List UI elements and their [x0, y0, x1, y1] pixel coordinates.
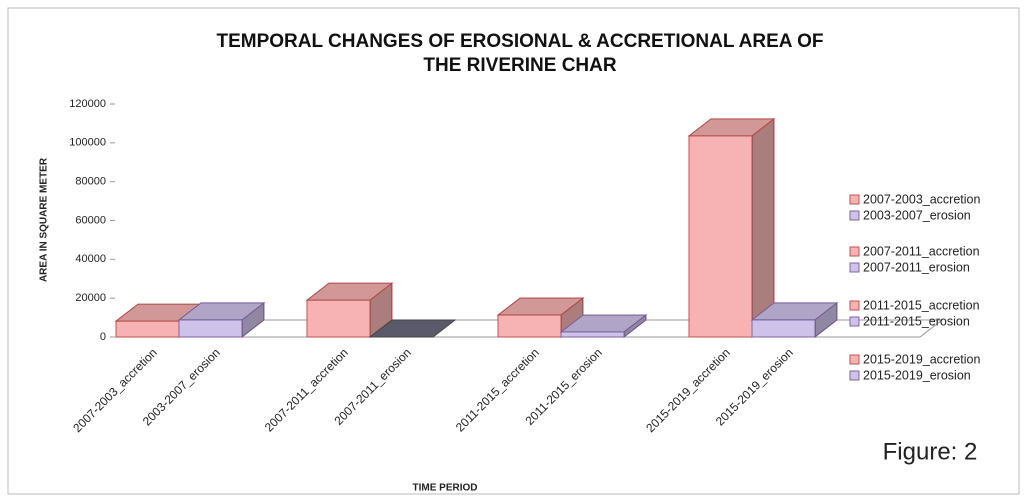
bar-top — [687, 118, 776, 137]
bar-top — [559, 314, 648, 333]
bar-top-shade — [116, 304, 201, 322]
x-axis-label: TIME PERIOD — [412, 483, 477, 494]
y-axis-label: AREA IN SQUARE METER — [39, 157, 50, 282]
bar-shade — [815, 302, 837, 337]
bar-top-shade — [498, 298, 583, 316]
bar — [751, 319, 816, 338]
legend-swatch — [849, 316, 860, 327]
legend-label: 2007-2011_accretion — [863, 244, 980, 258]
legend-swatch — [849, 370, 860, 381]
bar — [560, 331, 625, 338]
annotation: Figure: 2 — [883, 438, 978, 465]
bar — [115, 320, 180, 338]
legend-swatch — [849, 246, 860, 257]
bar-top-shade — [689, 118, 774, 136]
bar-top — [177, 302, 266, 321]
bar — [497, 314, 562, 338]
bar-shade — [752, 118, 774, 338]
bar-top — [750, 302, 839, 321]
bar-shade — [242, 302, 264, 337]
legend-swatch — [849, 262, 860, 273]
y-tick-label: 60000 — [75, 214, 106, 226]
legend-label: 2011-2015_accretion — [863, 298, 980, 312]
bar-top — [496, 297, 585, 316]
legend-label: 2015-2019_erosion — [863, 368, 971, 382]
legend-swatch — [849, 210, 860, 221]
bar-shade — [370, 283, 392, 337]
legend-swatch — [849, 300, 860, 311]
bar-top-shade — [561, 314, 646, 332]
bar-top-shade — [752, 302, 837, 320]
legend-label: 2011-2015_erosion — [863, 314, 970, 328]
bar-top-shade — [307, 283, 392, 301]
bar-top-shade — [179, 302, 264, 320]
bar — [368, 319, 457, 338]
y-tick-label: 100000 — [69, 137, 106, 149]
bar — [178, 319, 243, 338]
bar-shade — [624, 314, 646, 337]
legend-swatch — [849, 354, 860, 365]
legend-swatch — [849, 194, 860, 205]
legend-label: 2003-2007_erosion — [863, 208, 971, 222]
bar — [688, 135, 753, 338]
y-tick-label: 40000 — [75, 253, 106, 265]
legend-label: 2015-2019_accretion — [863, 352, 980, 366]
chart-title: TEMPORAL CHANGES OF EROSIONAL & ACCRETIO… — [216, 31, 824, 76]
bar — [306, 299, 371, 338]
y-tick-label: 0 — [100, 331, 106, 343]
legend-label: 2007-2003_accretion — [863, 192, 980, 206]
y-tick-label: 80000 — [75, 176, 106, 188]
y-tick-label: 20000 — [75, 292, 106, 304]
bar-top — [305, 282, 394, 301]
y-tick-label: 120000 — [69, 98, 106, 110]
legend-label: 2007-2011_erosion — [863, 260, 970, 274]
